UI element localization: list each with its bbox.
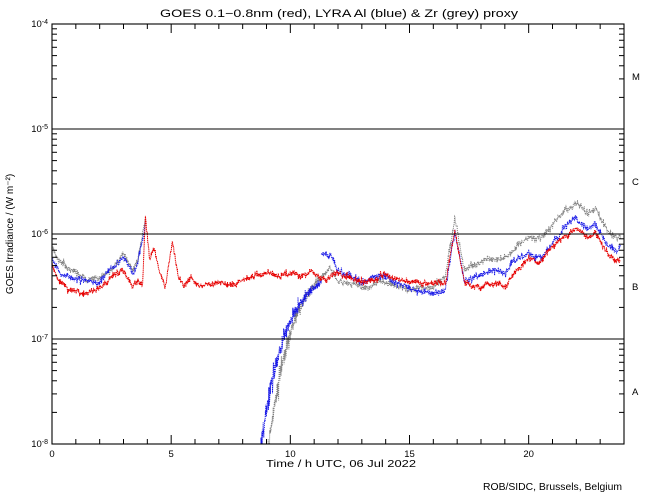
svg-text:5: 5 [169, 449, 174, 460]
svg-text:ROB/SIDC, Brussels, Belgium: ROB/SIDC, Brussels, Belgium [483, 481, 622, 493]
svg-text:B: B [632, 282, 638, 293]
svg-text:C: C [632, 177, 639, 188]
svg-text:15: 15 [404, 449, 415, 460]
svg-text:20: 20 [523, 449, 534, 460]
svg-text:M: M [632, 72, 640, 83]
svg-text:10: 10 [285, 449, 296, 460]
svg-text:A: A [632, 387, 639, 398]
svg-text:GOES Irradiance / (W m⁻²): GOES Irradiance / (W m⁻²) [5, 174, 16, 294]
svg-text:GOES 0.1−0.8nm (red), LYRA Al: GOES 0.1−0.8nm (red), LYRA Al (blue) & Z… [160, 8, 519, 20]
svg-text:0: 0 [49, 449, 54, 460]
